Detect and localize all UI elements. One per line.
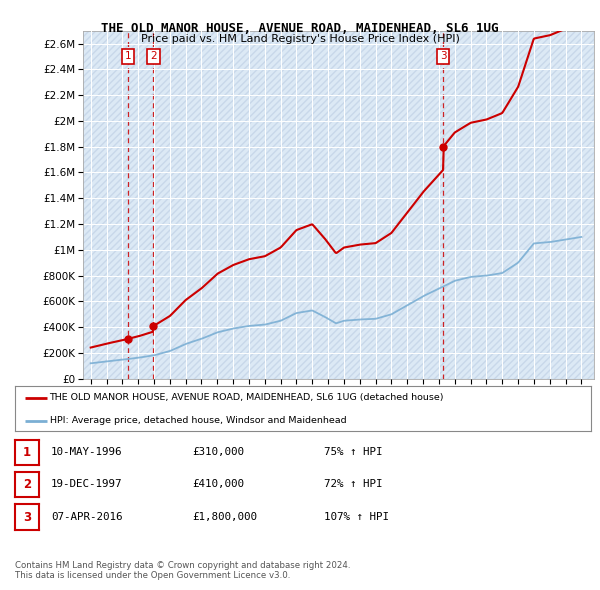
Text: 2: 2 <box>150 51 157 61</box>
Bar <box>83 31 594 379</box>
Text: 10-MAY-1996: 10-MAY-1996 <box>51 447 122 457</box>
Text: Contains HM Land Registry data © Crown copyright and database right 2024.
This d: Contains HM Land Registry data © Crown c… <box>15 560 350 580</box>
Text: 3: 3 <box>440 51 446 61</box>
Text: 72% ↑ HPI: 72% ↑ HPI <box>324 480 383 489</box>
Text: Price paid vs. HM Land Registry's House Price Index (HPI): Price paid vs. HM Land Registry's House … <box>140 34 460 44</box>
Text: £1,800,000: £1,800,000 <box>192 512 257 522</box>
Text: 75% ↑ HPI: 75% ↑ HPI <box>324 447 383 457</box>
Text: 3: 3 <box>23 510 31 524</box>
Text: £410,000: £410,000 <box>192 480 244 489</box>
Text: 1: 1 <box>23 445 31 459</box>
Text: £310,000: £310,000 <box>192 447 244 457</box>
Text: 2: 2 <box>23 478 31 491</box>
Text: THE OLD MANOR HOUSE, AVENUE ROAD, MAIDENHEAD, SL6 1UG (detached house): THE OLD MANOR HOUSE, AVENUE ROAD, MAIDEN… <box>50 393 444 402</box>
Text: THE OLD MANOR HOUSE, AVENUE ROAD, MAIDENHEAD, SL6 1UG: THE OLD MANOR HOUSE, AVENUE ROAD, MAIDEN… <box>101 22 499 35</box>
Text: 107% ↑ HPI: 107% ↑ HPI <box>324 512 389 522</box>
Text: 07-APR-2016: 07-APR-2016 <box>51 512 122 522</box>
Text: HPI: Average price, detached house, Windsor and Maidenhead: HPI: Average price, detached house, Wind… <box>50 417 346 425</box>
Text: 1: 1 <box>125 51 131 61</box>
Text: 19-DEC-1997: 19-DEC-1997 <box>51 480 122 489</box>
